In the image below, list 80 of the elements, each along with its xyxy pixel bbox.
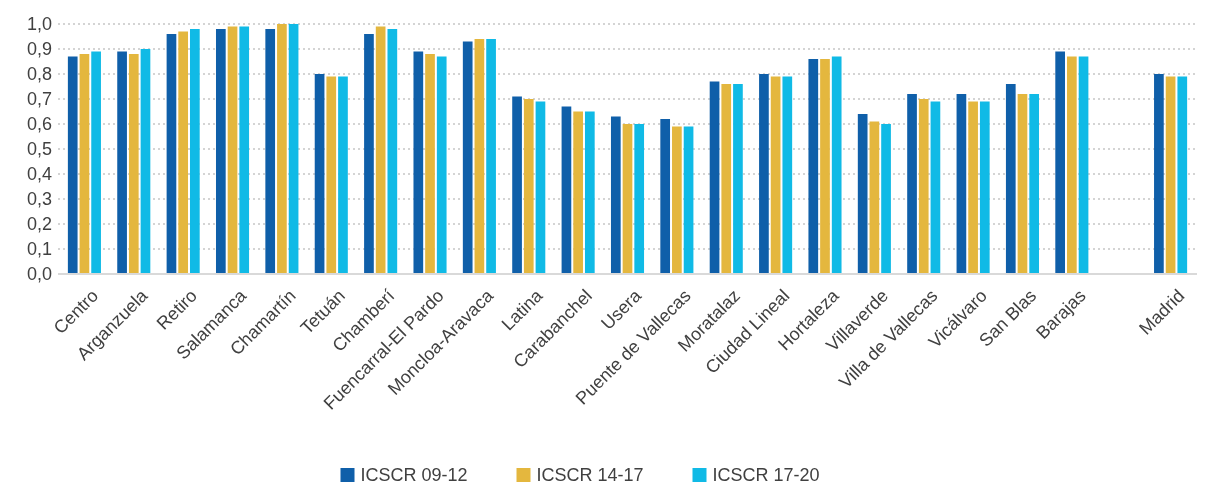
bar [634,124,645,274]
bar [166,34,177,274]
bar [918,99,929,274]
bar [1017,94,1028,274]
y-tick-label: 0,9 [26,39,52,60]
bar [610,116,621,274]
bar [721,84,732,274]
bar [1005,84,1016,274]
bar [782,76,793,274]
bar [215,29,226,274]
bar [820,59,830,274]
bar [178,31,188,274]
bar [561,106,572,274]
bar [907,94,917,274]
bar [338,76,348,274]
bar [1029,94,1040,274]
bar [474,39,485,274]
bar [770,76,781,274]
bar [375,26,386,274]
bar [1177,76,1188,274]
bar [326,76,337,274]
bar [277,24,287,274]
bar [979,101,990,274]
legend-label: ICSCR 17-20 [712,465,820,486]
y-tick-label: 0,5 [26,139,52,160]
y-tick-label: 0,7 [26,89,52,110]
legend-label: ICSCR 09-12 [360,465,468,486]
bar [436,56,447,274]
bar [584,111,595,274]
y-tick-label: 0,6 [26,114,52,135]
bar [1055,51,1065,274]
bar [387,29,398,274]
bar [733,84,743,274]
y-tick-label: 0,3 [26,189,52,210]
bar [265,29,276,274]
bar [227,26,238,274]
bar [930,101,941,274]
y-tick-label: 0,0 [26,264,52,285]
y-tick-label: 0,2 [26,214,52,235]
y-tick-label: 0,4 [26,164,52,185]
bar [288,24,299,274]
y-tick-label: 1,0 [26,14,52,35]
bar [759,74,769,274]
bar [1078,56,1089,274]
bar [808,59,819,274]
bar [857,114,868,274]
bar [486,39,496,274]
bar [1165,76,1176,274]
bar [239,26,250,274]
bar [573,111,583,274]
bar [190,29,200,274]
legend-label: ICSCR 14-17 [536,465,644,486]
y-tick-label: 0,1 [26,239,52,260]
bar [709,81,720,274]
bar [364,34,374,274]
y-tick-label: 0,8 [26,64,52,85]
bar [413,51,424,274]
bar [462,41,473,274]
bar [128,54,139,274]
bar [683,126,694,274]
bar [881,124,891,274]
bar [79,54,90,274]
bar [968,101,978,274]
bar [622,124,633,274]
bar [1067,56,1077,274]
bar [956,94,967,274]
bar [869,121,880,274]
bar [523,99,534,274]
bar [831,56,842,274]
bar [67,56,78,274]
bar [117,51,127,274]
bar [535,101,546,274]
bar [512,96,522,274]
bar [140,49,151,274]
bar [425,54,435,274]
bar [660,119,671,274]
bar [672,126,682,274]
bar [1154,74,1164,274]
bar [91,51,101,274]
bar [314,74,325,274]
